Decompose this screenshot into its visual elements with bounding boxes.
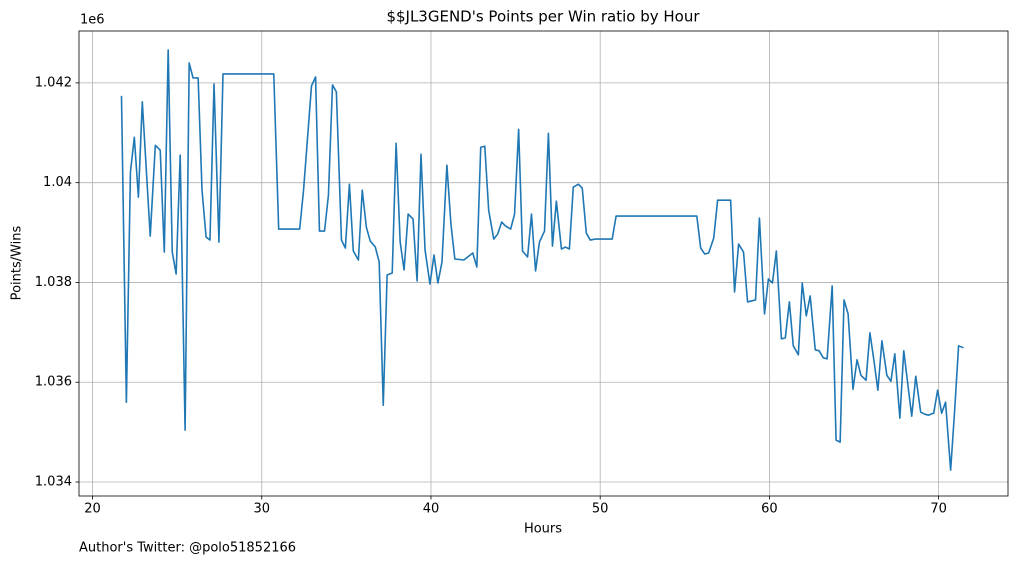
y-tick-label: 1.04: [43, 175, 72, 190]
footer: Author's Twitter: @polo51852166: [79, 541, 296, 556]
y-tick-label: 1.042: [35, 75, 72, 90]
x-tick-label: 40: [423, 502, 440, 517]
data-line: [120, 49, 964, 471]
x-tick-label: 70: [930, 502, 947, 517]
x-tick-label: 60: [761, 502, 778, 517]
chart-title: $$JL3GEND's Points per Win ratio by Hour: [386, 8, 700, 26]
y-offset-label: 1e6: [80, 13, 105, 28]
y-tick-label: 1.034: [35, 475, 72, 490]
y-tick-label: 1.036: [35, 375, 72, 390]
y-axis-label: Points/Wins: [10, 225, 25, 300]
x-tick-label: 30: [253, 502, 270, 517]
x-axis-label: Hours: [524, 522, 562, 537]
y-tick-label: 1.038: [35, 275, 72, 290]
x-tick-label: 20: [84, 502, 101, 517]
x-tick-label: 50: [592, 502, 609, 517]
plot-frame: [78, 30, 1009, 497]
